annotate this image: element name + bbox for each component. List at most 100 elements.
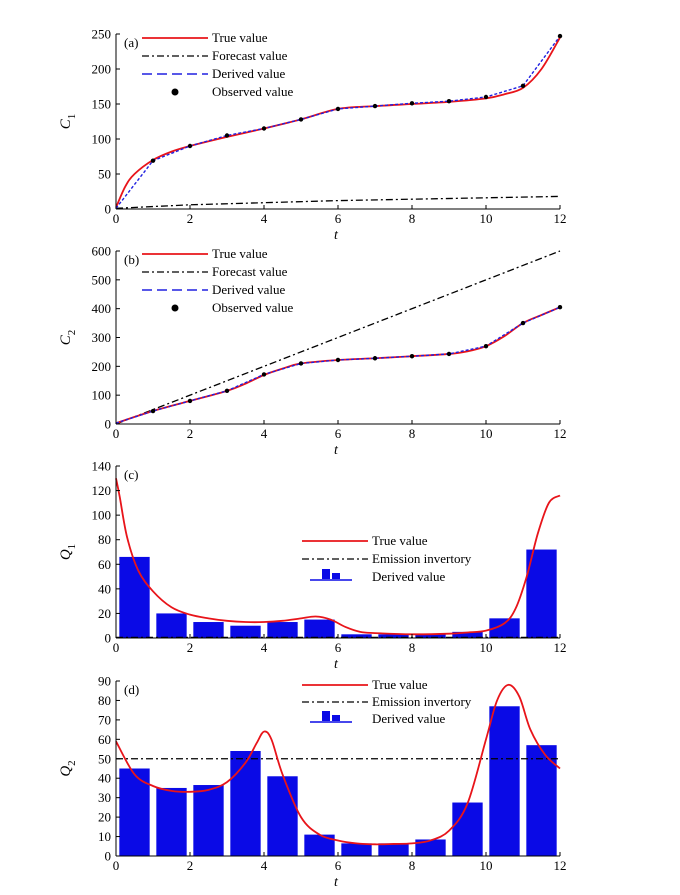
bar (267, 622, 298, 638)
x-tick-label: 6 (335, 211, 342, 226)
derived-value-line (115, 306, 561, 424)
legend-entry: True value (212, 30, 268, 45)
bar (378, 634, 409, 638)
x-tick-label: 2 (187, 426, 194, 441)
x-tick-label: 4 (261, 211, 268, 226)
y-tick-label: 0 (105, 849, 112, 864)
bar (489, 706, 520, 856)
y-axis-label: C1 (58, 114, 78, 130)
panel-label: (a) (124, 35, 138, 50)
y-tick-label: 70 (98, 712, 111, 727)
x-tick-label: 6 (335, 640, 342, 655)
observed-point (557, 33, 563, 39)
x-tick-label: 0 (113, 640, 120, 655)
x-tick-label: 0 (113, 211, 120, 226)
bar (304, 619, 335, 638)
observed-point (372, 103, 378, 109)
x-tick-label: 12 (554, 640, 567, 655)
legend-swatch-bar (332, 573, 340, 579)
legend-swatch-observed (171, 88, 179, 96)
y-tick-label: 120 (92, 483, 112, 498)
y-axis-label: Q2 (58, 760, 78, 776)
y-tick-label: 100 (92, 132, 112, 147)
x-tick-label: 2 (187, 640, 194, 655)
legend-entry: True value (372, 533, 428, 548)
y-tick-label: 20 (98, 606, 111, 621)
y-axis-label-main: C (58, 334, 74, 345)
y-tick-label: 50 (98, 167, 111, 182)
legend-entry: Forecast value (212, 48, 288, 63)
y-axis-label: Q1 (58, 544, 78, 560)
y-tick-label: 300 (92, 330, 112, 345)
observed-point (409, 101, 415, 106)
bar (378, 843, 409, 856)
x-tick-label: 10 (480, 640, 493, 655)
observed-point (261, 372, 267, 377)
observed-point (520, 320, 526, 326)
observed-point (483, 343, 489, 349)
x-tick-label: 6 (335, 858, 342, 873)
x-tick-label: 0 (113, 426, 120, 441)
true-value-curve (115, 306, 561, 424)
bar (304, 834, 335, 856)
legend-swatch-bar (332, 715, 340, 721)
y-axis-label-main: Q (58, 549, 74, 560)
legend-entry: Emission invertory (372, 694, 472, 709)
x-tick-label: 4 (261, 858, 268, 873)
observed-point (298, 361, 304, 366)
observed-point (298, 117, 304, 122)
x-axis-label: t (334, 657, 339, 672)
legend-entry: True value (212, 246, 268, 261)
x-axis-label: t (334, 875, 339, 890)
y-tick-label: 0 (105, 417, 112, 432)
y-tick-label: 100 (92, 508, 112, 523)
bar (341, 843, 372, 856)
x-tick-label: 6 (335, 426, 342, 441)
observed-point (483, 94, 489, 100)
y-axis-label-sub: 1 (66, 114, 78, 120)
panel-a: 0 2 4 6 8 10 12 0 50 100 150 200 250 t C1 (a) True value… (58, 27, 567, 244)
x-tick-label: 12 (554, 858, 567, 873)
observed-point (446, 99, 452, 104)
bar (156, 613, 187, 638)
y-axis-label-main: Q (58, 766, 74, 777)
observed-point (335, 357, 341, 363)
derived-value-line (115, 35, 561, 209)
y-tick-label: 40 (98, 581, 111, 596)
bar (452, 802, 483, 856)
x-tick-label: 8 (409, 211, 416, 226)
bar (230, 751, 261, 856)
x-tick-label: 8 (409, 858, 416, 873)
bar (341, 634, 372, 638)
y-axis-label-sub: 1 (66, 544, 78, 550)
observed-point (372, 356, 378, 361)
y-tick-label: 90 (98, 674, 111, 689)
y-tick-label: 200 (92, 62, 112, 77)
bar (230, 625, 261, 638)
bar (193, 622, 224, 638)
y-tick-label: 40 (98, 771, 111, 786)
y-axis-label: C2 (58, 330, 78, 346)
y-tick-label: 200 (92, 359, 112, 374)
bar (267, 776, 298, 856)
x-tick-label: 10 (480, 211, 493, 226)
y-axis-label-sub: 2 (66, 760, 78, 766)
legend-entry: Forecast value (212, 264, 288, 279)
x-tick-label: 10 (480, 858, 493, 873)
y-tick-label: 60 (98, 557, 111, 572)
legend-swatch-observed (171, 304, 179, 312)
y-tick-label: 500 (92, 272, 112, 287)
legend-entry: True value (372, 677, 428, 692)
x-tick-label: 8 (409, 640, 416, 655)
x-axis-label: t (334, 443, 339, 458)
observed-point (150, 158, 156, 163)
y-tick-label: 400 (92, 301, 112, 316)
x-tick-label: 10 (480, 426, 493, 441)
y-tick-label: 80 (98, 693, 111, 708)
observed-point (520, 83, 526, 89)
y-tick-label: 250 (92, 27, 112, 42)
y-tick-label: 150 (92, 97, 112, 112)
y-tick-label: 20 (98, 810, 111, 825)
